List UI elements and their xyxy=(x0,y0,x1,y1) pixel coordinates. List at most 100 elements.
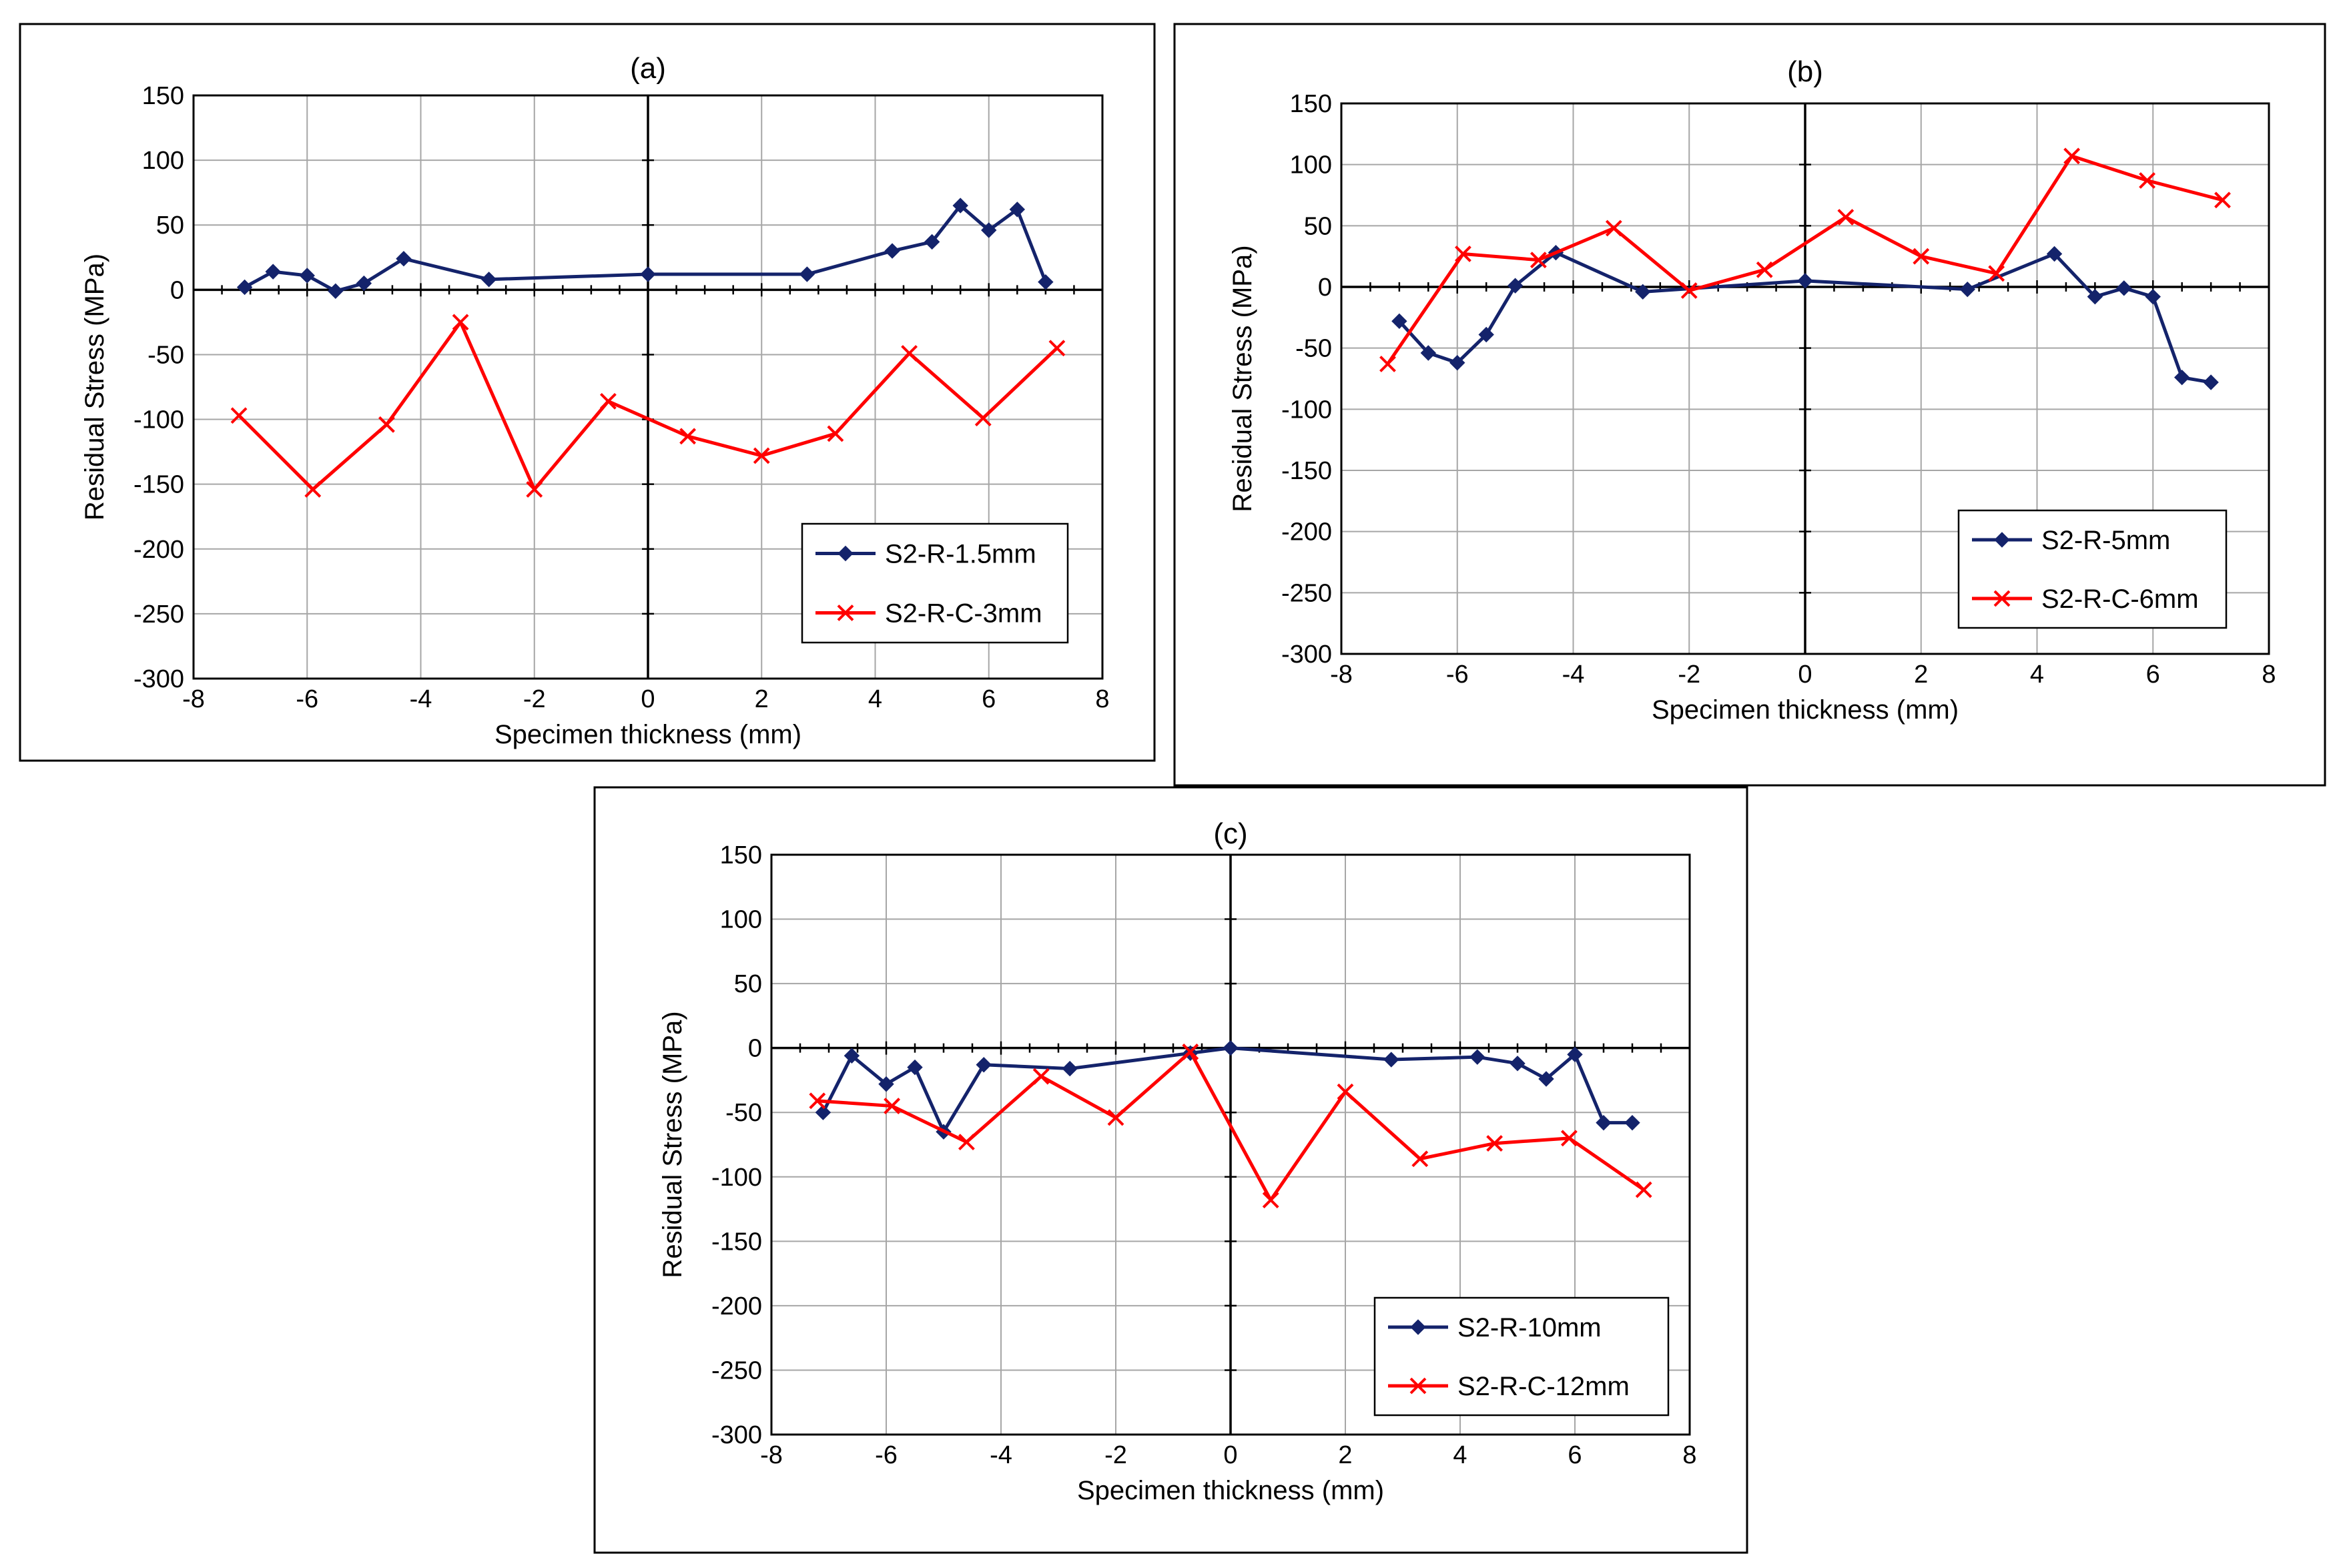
series-line xyxy=(1386,154,2224,365)
data-point xyxy=(452,314,469,331)
data-point xyxy=(1837,209,1855,226)
data-point xyxy=(2173,369,2190,386)
data-point xyxy=(378,416,395,433)
data-point xyxy=(844,1048,860,1064)
legend: S2-R-1.5mm S2-R-C-3mm xyxy=(801,522,1069,644)
data-point xyxy=(1486,1135,1503,1152)
data-point xyxy=(679,428,697,445)
data-point xyxy=(1596,1114,1612,1131)
legend-label: S2-R-C-3mm xyxy=(885,599,1042,629)
data-point xyxy=(1797,273,1813,289)
data-point xyxy=(1420,345,1437,361)
data-point xyxy=(1560,1130,1578,1147)
legend-marker xyxy=(1994,532,2010,548)
data-point xyxy=(1538,1071,1554,1087)
data-point xyxy=(304,481,322,498)
y-axis-title: Residual Stress (MPa) xyxy=(658,1011,687,1278)
y-tick-label: 100 xyxy=(720,906,762,934)
data-point xyxy=(356,275,372,292)
data-point xyxy=(1756,261,1773,278)
y-tick-label: 150 xyxy=(142,82,184,110)
legend-box xyxy=(1373,1296,1670,1417)
data-point xyxy=(1411,1150,1429,1168)
y-tick-label: 100 xyxy=(142,147,184,175)
y-tick-label: 0 xyxy=(748,1035,762,1063)
y-axis-title: Residual Stress (MPa) xyxy=(80,254,109,520)
legend-marker xyxy=(1410,1319,1426,1335)
x-tick-label: 6 xyxy=(982,685,996,713)
legend-label: S2-R-1.5mm xyxy=(885,540,1036,569)
data-point xyxy=(884,1098,901,1114)
x-tick-label: -8 xyxy=(760,1441,783,1469)
panel-frame xyxy=(593,786,1748,1554)
y-tick-label: -50 xyxy=(1295,335,1332,363)
legend-marker xyxy=(1993,590,2011,607)
data-point xyxy=(230,407,248,424)
data-point xyxy=(1567,1046,1583,1063)
data-point xyxy=(952,198,968,214)
y-tick-label: 150 xyxy=(720,841,762,869)
x-tick-label: 0 xyxy=(1223,1441,1237,1469)
y-tick-label: 50 xyxy=(1304,212,1332,240)
legend-marker xyxy=(837,605,854,621)
data-point xyxy=(901,345,918,362)
data-point xyxy=(2063,147,2081,165)
legend-label: S2-R-10mm xyxy=(1457,1313,1602,1342)
data-point xyxy=(1038,274,1054,290)
y-tick-label: -150 xyxy=(711,1228,762,1256)
data-point xyxy=(981,222,997,238)
data-point xyxy=(1223,1040,1239,1056)
x-tick-label: -4 xyxy=(990,1441,1012,1469)
y-tick-label: -50 xyxy=(147,341,184,369)
y-tick-label: -100 xyxy=(711,1164,762,1192)
data-point xyxy=(526,481,543,498)
data-point xyxy=(2046,246,2063,262)
x-tick-label: -6 xyxy=(1446,661,1469,689)
x-tick-label: 2 xyxy=(1914,661,1928,689)
data-point xyxy=(827,425,844,442)
x-tick-label: 4 xyxy=(1453,1441,1467,1469)
data-point xyxy=(1455,246,1471,262)
x-tick-label: 0 xyxy=(641,685,655,713)
series-line xyxy=(238,320,1058,491)
y-tick-label: -50 xyxy=(725,1099,762,1127)
data-point xyxy=(878,1076,894,1092)
data-point xyxy=(1507,278,1524,294)
y-tick-label: -300 xyxy=(711,1421,762,1449)
y-tick-label: -100 xyxy=(1281,396,1332,424)
x-tick-label: -6 xyxy=(875,1441,898,1469)
y-tick-label: 0 xyxy=(1318,274,1332,302)
x-tick-label: 6 xyxy=(2146,661,2160,689)
x-tick-label: 2 xyxy=(1338,1441,1352,1469)
y-tick-label: -100 xyxy=(133,406,184,434)
panel-frame xyxy=(19,23,1156,762)
y-tick-label: -200 xyxy=(711,1292,762,1320)
data-point xyxy=(2116,280,2132,296)
y-tick-label: -250 xyxy=(711,1356,762,1385)
series-S2-R-10mm xyxy=(815,1040,1640,1140)
series-S2-R-C-6mm xyxy=(1379,147,2231,372)
data-point xyxy=(2087,288,2103,305)
data-point xyxy=(396,251,412,267)
chart-panel-b: -8 -6 -4 -2 0 2 4 6 8 -300 -250 -200 -150 -100 -50 0 50 1… xyxy=(1173,23,2326,787)
series-S2-R-C-3mm xyxy=(230,314,1066,498)
data-point xyxy=(974,410,992,427)
x-tick-label: -2 xyxy=(1678,661,1700,689)
legend-label: S2-R-C-12mm xyxy=(1457,1372,1630,1401)
data-point xyxy=(815,1104,831,1120)
data-point xyxy=(2214,191,2231,209)
data-point xyxy=(2203,374,2219,390)
data-point xyxy=(1379,356,1396,372)
x-axis-title: Specimen thickness (mm) xyxy=(494,720,801,749)
data-point xyxy=(599,392,617,410)
panel-label: (b) xyxy=(1787,55,1823,88)
series-line xyxy=(821,1046,1632,1134)
data-point xyxy=(1383,1052,1399,1068)
data-point xyxy=(2139,172,2155,189)
data-point xyxy=(265,264,281,280)
legend-box xyxy=(1957,509,2228,629)
y-tick-label: -250 xyxy=(133,601,184,629)
panel-label: (c) xyxy=(1213,817,1247,850)
y-tick-label: -150 xyxy=(133,471,184,499)
data-point xyxy=(1107,1109,1124,1126)
